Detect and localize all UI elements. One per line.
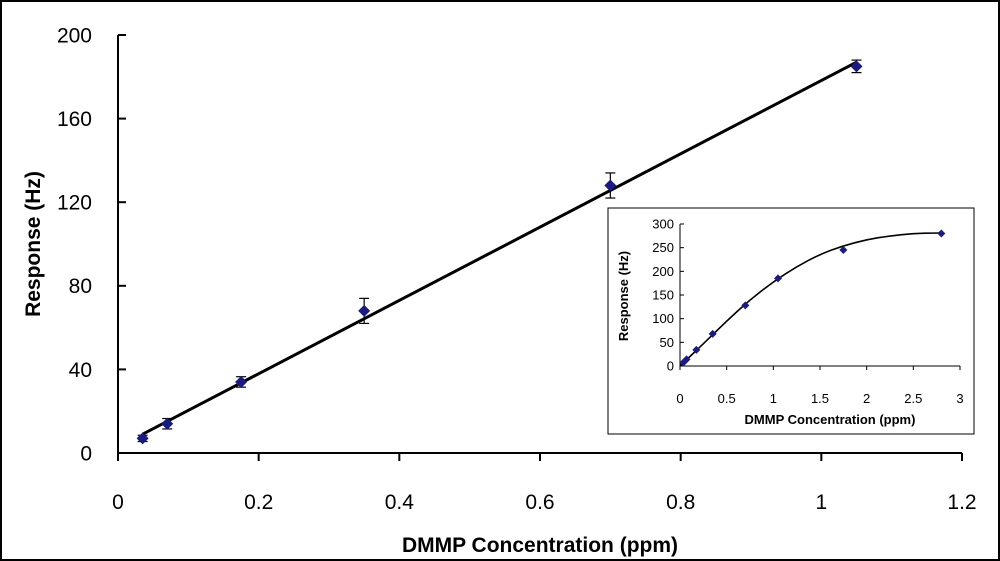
main-x-tick-label: 1 <box>815 491 827 514</box>
main-y-tick-label: 40 <box>69 359 92 382</box>
main-x-tick-label: 0.2 <box>244 491 273 514</box>
inset-data-point <box>682 355 691 364</box>
main-x-tick-label: 0.8 <box>666 491 695 514</box>
inset-y-tick-label: 300 <box>652 217 674 232</box>
inset-y-tick-label: 150 <box>652 288 674 303</box>
main-data-point <box>850 60 863 73</box>
main-x-axis-label: DMMP Concentration (ppm) <box>402 534 678 557</box>
inset-x-tick-label: 2.5 <box>904 391 922 406</box>
inset-y-axis-label: Response (Hz) <box>616 251 631 341</box>
inset-x-tick-label: 0 <box>676 391 683 406</box>
inset-y-tick-label: 0 <box>667 359 674 374</box>
inset-data-point <box>937 229 946 238</box>
main-y-axis-label: Response (Hz) <box>22 171 45 317</box>
inset-data-point <box>774 274 782 283</box>
inset-frame <box>607 207 975 435</box>
inset-x-axis-label: DMMP Concentration (ppm) <box>745 412 916 427</box>
main-data-point <box>604 179 617 192</box>
inset-x-tick-label: 0.5 <box>718 391 736 406</box>
main-y-tick-label: 80 <box>69 275 92 298</box>
main-y-tick-label: 200 <box>57 24 92 47</box>
main-y-tick-label: 160 <box>57 108 92 131</box>
main-y-tick-label: 0 <box>80 442 92 465</box>
main-data-point <box>136 432 149 445</box>
inset-x-tick-label: 1 <box>770 391 777 406</box>
main-data-point <box>235 375 248 388</box>
main-x-tick-label: 1.2 <box>947 491 976 514</box>
main-y-tick-label: 120 <box>57 192 92 215</box>
inset-data-point <box>741 301 750 310</box>
main-data-point <box>358 304 371 317</box>
main-data-point <box>161 417 174 430</box>
inset-chart: 0 50 100 150 200 250 300 0 0.5 1 1.5 2 2.5 3 DMMP Co… <box>607 207 975 435</box>
inset-y-tick-label: 250 <box>652 240 674 255</box>
main-x-tick-label: 0 <box>112 491 124 514</box>
inset-data-point <box>839 246 848 255</box>
main-fit-line <box>141 60 858 436</box>
inset-y-tick-label: 200 <box>652 264 674 279</box>
inset-data-point <box>692 345 701 354</box>
inset-x-tick-label: 2 <box>863 391 870 406</box>
inset-x-tick-label: 1.5 <box>811 391 829 406</box>
inset-x-tick-label: 3 <box>956 391 963 406</box>
inset-data-point <box>708 329 717 338</box>
inset-y-tick-label: 50 <box>660 335 674 350</box>
inset-y-tick-label: 100 <box>652 311 674 326</box>
main-x-tick-label: 0.6 <box>525 491 554 514</box>
main-x-tick-label: 0.4 <box>385 491 415 514</box>
